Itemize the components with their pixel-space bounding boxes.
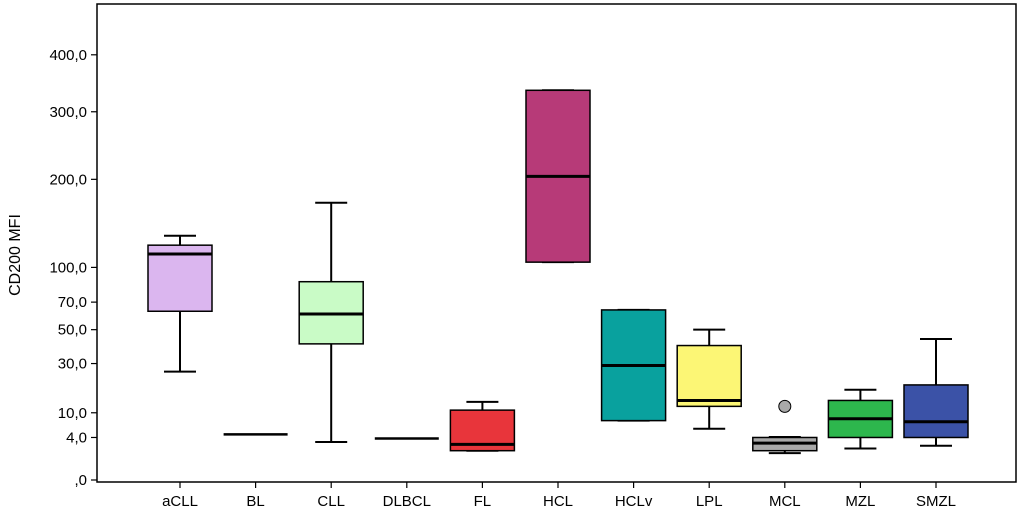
y-tick-label: 30,0 [58, 356, 87, 373]
x-tick-label: CLL [317, 493, 345, 510]
y-axis-title: CD200 MFI [7, 214, 24, 296]
outlier-point [778, 399, 792, 413]
x-tick-label: BL [246, 493, 264, 510]
y-tick-label: 200,0 [49, 171, 87, 188]
x-tick-label: SMZL [916, 493, 956, 510]
y-tick-label: 300,0 [49, 104, 87, 121]
y-tick-label: 4,0 [66, 429, 87, 446]
y-tick-label: 70,0 [58, 294, 87, 311]
plot-frame [96, 3, 1017, 483]
x-tick-label: MCL [769, 493, 801, 510]
y-tick-label: 50,0 [58, 322, 87, 339]
y-tick-label: 400,0 [49, 47, 87, 64]
x-tick-label: LPL [696, 493, 723, 510]
x-tick-label: aCLL [162, 493, 198, 510]
y-tick-label: 100,0 [49, 259, 87, 276]
x-tick-label: MZL [845, 493, 875, 510]
box-aCLL [147, 244, 213, 313]
x-tick-label: FL [474, 493, 492, 510]
x-tick-label: HCLv [615, 493, 653, 510]
box-LPL [676, 344, 742, 408]
y-tick-label: 10,0 [58, 405, 87, 422]
x-tick-label: DLBCL [383, 493, 431, 510]
x-tick-label: HCL [543, 493, 573, 510]
y-tick-label: ,0 [74, 472, 87, 489]
box-SMZL [903, 384, 969, 439]
